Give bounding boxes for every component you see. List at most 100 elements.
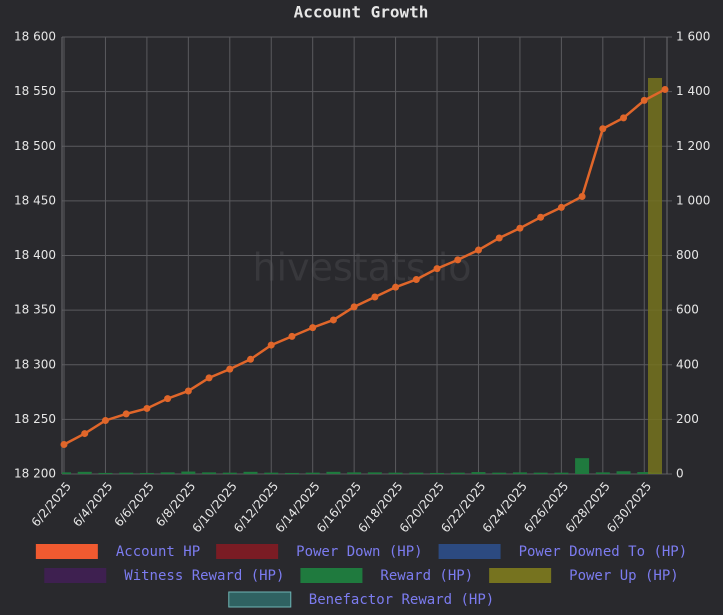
bar <box>367 472 382 474</box>
point <box>309 324 317 332</box>
bar <box>202 472 217 474</box>
y2-tick-label: 800 <box>676 248 699 262</box>
bar <box>450 472 465 474</box>
line <box>63 88 666 446</box>
point <box>143 404 151 412</box>
point <box>226 365 234 373</box>
bar <box>575 458 590 474</box>
legend-swatch <box>35 544 98 559</box>
plot <box>62 77 662 474</box>
bar <box>554 472 569 474</box>
point <box>516 224 524 232</box>
y-tick-label: 18 450 <box>14 193 56 207</box>
x-tick-label: 6/6/2025 <box>112 479 157 529</box>
x-tick-label: 6/2/2025 <box>29 479 74 529</box>
point <box>205 374 213 382</box>
point <box>329 316 337 324</box>
point <box>122 410 130 418</box>
bar <box>77 471 92 474</box>
bar <box>492 472 507 474</box>
bar <box>533 472 548 474</box>
point <box>620 114 628 122</box>
bar <box>139 472 154 474</box>
point <box>267 341 275 349</box>
point <box>474 246 482 254</box>
bar <box>388 472 403 474</box>
bar <box>284 472 299 474</box>
bar <box>648 77 662 474</box>
point <box>101 416 109 424</box>
legend-item: Account HP <box>35 544 200 560</box>
point <box>495 234 503 242</box>
legend-swatch <box>44 568 107 583</box>
y2-tick-label: 1 000 <box>676 193 710 207</box>
bar <box>595 472 610 474</box>
legend-item: Reward (HP) <box>300 568 473 584</box>
y-tick-label: 18 400 <box>14 248 56 262</box>
legend-swatch <box>228 591 292 608</box>
legend-item: Witness Reward (HP) <box>44 568 284 584</box>
legend-label: Witness Reward (HP) <box>124 568 284 584</box>
bar <box>637 472 652 474</box>
bar <box>471 472 486 474</box>
bar <box>430 472 445 474</box>
legend-label: Benefactor Reward (HP) <box>309 592 494 608</box>
bar <box>409 472 424 474</box>
bar <box>305 472 320 474</box>
y2-tick-label: 1 400 <box>676 84 710 98</box>
point <box>640 96 648 104</box>
y2-tick-label: 400 <box>676 357 699 371</box>
y-tick-label: 18 250 <box>14 412 56 426</box>
legend-swatch <box>300 568 363 583</box>
x-tick-label: 6/8/2025 <box>153 479 198 529</box>
bar <box>326 471 341 474</box>
bar <box>512 472 527 474</box>
point <box>578 193 586 201</box>
bar <box>264 472 279 474</box>
legend-label: Reward (HP) <box>380 568 473 584</box>
legend-label: Account HP <box>116 544 200 560</box>
y-tick-label: 18 500 <box>14 139 56 153</box>
bar <box>181 471 196 474</box>
y-tick-label: 18 600 <box>14 30 56 44</box>
point <box>454 256 462 264</box>
point <box>412 276 420 284</box>
legend-swatch <box>438 544 501 559</box>
point <box>661 85 669 93</box>
point <box>184 387 192 395</box>
legend-label: Power Downed To (HP) <box>519 544 688 560</box>
bar <box>616 471 631 474</box>
y-tick-label: 18 350 <box>14 303 56 317</box>
y-tick-label: 18 200 <box>14 467 56 481</box>
legend-item: Power Downed To (HP) <box>438 544 688 560</box>
legend-item: Power Up (HP) <box>489 568 679 584</box>
bar <box>243 471 258 474</box>
point <box>164 395 172 403</box>
point <box>247 355 255 363</box>
bar <box>98 472 113 474</box>
legend-swatch <box>489 568 552 583</box>
chart-title: Account Growth <box>294 3 429 22</box>
y2-tick-label: 1 600 <box>676 30 710 44</box>
point <box>288 332 296 340</box>
legend-item: Benefactor Reward (HP) <box>228 591 494 608</box>
bar <box>160 472 175 474</box>
y2-tick-label: 0 <box>676 467 684 481</box>
point <box>557 203 565 211</box>
legend-label: Power Up (HP) <box>569 568 679 584</box>
point <box>350 303 358 311</box>
point <box>81 430 89 438</box>
bar <box>119 472 134 474</box>
legend-swatch <box>216 544 279 559</box>
point <box>599 125 607 133</box>
y2-tick-label: 600 <box>676 303 699 317</box>
legend-item: Power Down (HP) <box>216 544 423 560</box>
point <box>537 213 545 221</box>
point <box>60 441 68 449</box>
bar <box>347 472 362 474</box>
legend-label: Power Down (HP) <box>296 544 422 560</box>
y2-tick-label: 200 <box>676 412 699 426</box>
y-tick-label: 18 300 <box>14 357 56 371</box>
point <box>371 293 379 301</box>
bar <box>222 472 237 474</box>
